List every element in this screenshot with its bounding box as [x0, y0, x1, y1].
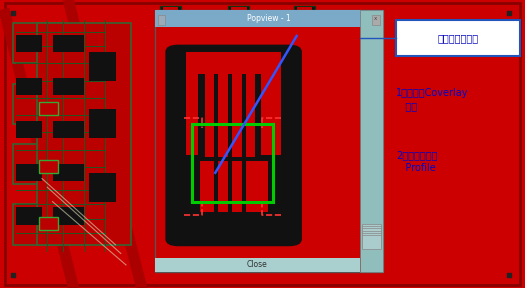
- Text: 2、白色为成型
   Profile: 2、白色为成型 Profile: [396, 150, 438, 173]
- Bar: [13, 144, 60, 184]
- Bar: [362, 230, 381, 245]
- Bar: [52, 35, 84, 52]
- Bar: [242, 74, 246, 157]
- Bar: [89, 52, 116, 81]
- Bar: [186, 52, 281, 155]
- Bar: [160, 6, 181, 20]
- Bar: [218, 161, 228, 212]
- Bar: [189, 157, 278, 217]
- Bar: [16, 35, 42, 52]
- Bar: [155, 10, 383, 272]
- Bar: [16, 78, 42, 95]
- Bar: [205, 74, 214, 157]
- Text: 手指偏位检验线: 手指偏位检验线: [437, 33, 479, 43]
- Bar: [214, 161, 218, 212]
- Bar: [52, 121, 84, 138]
- Bar: [205, 161, 214, 212]
- Bar: [89, 173, 116, 202]
- Bar: [297, 7, 312, 19]
- Bar: [189, 212, 278, 217]
- Bar: [13, 84, 60, 124]
- Bar: [246, 74, 255, 157]
- Bar: [39, 217, 58, 230]
- Bar: [362, 233, 381, 247]
- Bar: [232, 161, 242, 212]
- Text: 1、綠色为Coverlay
   窗口: 1、綠色为Coverlay 窗口: [396, 88, 469, 111]
- Bar: [372, 15, 380, 25]
- Bar: [16, 164, 42, 181]
- Bar: [155, 10, 383, 27]
- Bar: [16, 207, 42, 225]
- Bar: [16, 121, 42, 138]
- Bar: [228, 161, 232, 212]
- Bar: [362, 226, 381, 241]
- Text: Close: Close: [247, 260, 268, 270]
- Text: Popview - 1: Popview - 1: [247, 14, 291, 23]
- Bar: [158, 15, 165, 25]
- Bar: [232, 74, 242, 157]
- Bar: [13, 23, 60, 63]
- Bar: [198, 74, 205, 157]
- Bar: [52, 207, 84, 225]
- Bar: [362, 235, 381, 249]
- Bar: [396, 20, 520, 56]
- Bar: [228, 6, 249, 20]
- Bar: [255, 74, 261, 157]
- Bar: [362, 224, 381, 239]
- Bar: [268, 157, 278, 217]
- Bar: [192, 124, 273, 202]
- Bar: [294, 6, 315, 20]
- Bar: [52, 164, 84, 181]
- Bar: [52, 78, 84, 95]
- Bar: [214, 74, 218, 157]
- Bar: [189, 157, 278, 161]
- Bar: [37, 23, 131, 245]
- Text: x: x: [374, 16, 377, 21]
- Bar: [189, 157, 200, 217]
- Bar: [163, 7, 178, 19]
- Bar: [242, 161, 246, 212]
- Bar: [89, 109, 116, 138]
- Bar: [362, 228, 381, 243]
- Bar: [155, 258, 360, 272]
- Bar: [13, 204, 60, 245]
- Bar: [218, 74, 228, 157]
- Bar: [228, 74, 232, 157]
- Bar: [39, 160, 58, 173]
- Bar: [246, 161, 255, 212]
- FancyBboxPatch shape: [165, 45, 302, 246]
- Bar: [360, 10, 383, 272]
- Bar: [39, 102, 58, 115]
- Bar: [231, 7, 247, 19]
